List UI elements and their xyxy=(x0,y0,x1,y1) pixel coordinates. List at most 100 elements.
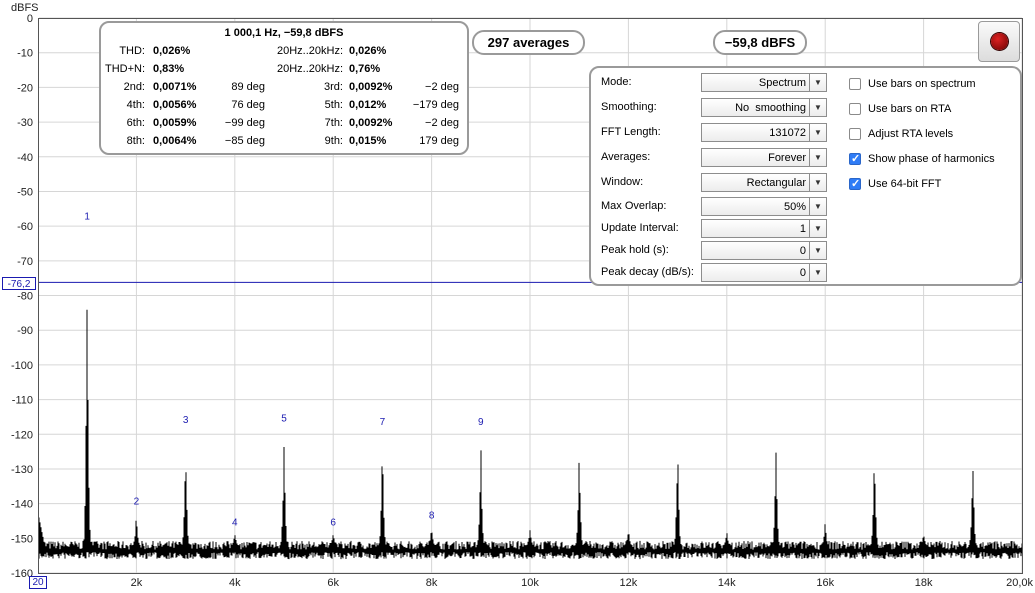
harmonic-label: 5 xyxy=(281,413,287,424)
y-tick-label: -20 xyxy=(17,82,33,94)
level-readout-badge: −59,8 dBFS xyxy=(713,30,807,55)
setting-label: Window: xyxy=(601,176,644,188)
max-overlap-select[interactable]: 50% ▼ xyxy=(701,197,827,216)
plot-grid xyxy=(39,17,1023,574)
setting-label: Peak hold (s): xyxy=(601,244,669,256)
harmonic-phase: −85 deg xyxy=(224,135,265,147)
setting-value: 0 xyxy=(799,267,806,279)
harmonic-label: 8 xyxy=(429,510,435,521)
setting-row-fft-length: FFT Length: 131072 ▼ xyxy=(591,122,831,144)
harmonic-name: 6th: xyxy=(126,117,145,129)
thd-label: THD: xyxy=(119,45,145,57)
harmonic-phase: −2 deg xyxy=(425,81,459,93)
harmonic-label: 6 xyxy=(330,517,336,528)
setting-value: 131072 xyxy=(769,127,806,139)
window-select[interactable]: Rectangular ▼ xyxy=(701,173,827,192)
y-tick-label: -10 xyxy=(17,48,33,60)
y-tick-label: 0 xyxy=(27,13,33,25)
chevron-down-icon: ▼ xyxy=(809,198,826,215)
update-interval-select[interactable]: 1 ▼ xyxy=(701,219,827,238)
x-tick-label: 18k xyxy=(915,577,933,589)
harmonic-value: 0,012% xyxy=(349,99,387,111)
setting-value: 1 xyxy=(799,223,806,235)
thd-band-value: 0,026% xyxy=(349,45,387,57)
fft-length-select[interactable]: 131072 ▼ xyxy=(701,123,827,142)
harmonic-name: 2nd: xyxy=(123,81,145,93)
harmonic-phase: −2 deg xyxy=(425,117,459,129)
harmonic-label: 7 xyxy=(380,417,386,428)
chevron-down-icon: ▼ xyxy=(809,220,826,237)
harmonic-label: 9 xyxy=(478,417,484,428)
setting-label: Mode: xyxy=(601,76,632,88)
x-axis-start-box[interactable]: 20 xyxy=(29,576,47,589)
x-tick-label: 16k xyxy=(816,577,834,589)
setting-row-window: Window: Rectangular ▼ xyxy=(591,172,831,194)
harmonic-phase: 179 deg xyxy=(419,135,459,147)
chevron-down-icon: ▼ xyxy=(809,264,826,281)
harmonic-name: 5th: xyxy=(324,99,343,111)
checkbox[interactable]: ✓ xyxy=(849,178,861,190)
checkbox[interactable]: ✓ xyxy=(849,153,861,165)
checkbox[interactable] xyxy=(849,78,861,90)
harmonic-label: 1 xyxy=(84,211,90,222)
cursor-level-readout[interactable]: -76,2 xyxy=(2,277,36,290)
x-tick-label: 2k xyxy=(131,577,143,589)
distortion-stats-panel: 1 000,1 Hz, −59,8 dBFS THD: 0,026% 20Hz.… xyxy=(99,21,469,155)
setting-label: Peak decay (dB/s): xyxy=(601,266,694,278)
y-tick-label: -100 xyxy=(11,360,33,372)
record-icon xyxy=(991,33,1008,50)
y-tick-label: -120 xyxy=(11,429,33,441)
option-label: Use bars on RTA xyxy=(868,103,952,115)
checkbox[interactable] xyxy=(849,103,861,115)
smoothing-select[interactable]: No smoothing ▼ xyxy=(701,98,827,117)
harmonic-value: 0,0064% xyxy=(153,135,197,147)
harmonic-name: 9th: xyxy=(324,135,343,147)
y-axis-unit: dBFS xyxy=(11,2,39,14)
harmonic-value: 0,015% xyxy=(349,135,387,147)
setting-label: FFT Length: xyxy=(601,126,661,138)
setting-row-mode: Mode: Spectrum ▼ xyxy=(591,72,831,94)
y-tick-label: -70 xyxy=(17,256,33,268)
y-tick-label: -130 xyxy=(11,464,33,476)
harmonic-value: 0,0092% xyxy=(349,81,393,93)
x-tick-label: 14k xyxy=(718,577,736,589)
option-label: Adjust RTA levels xyxy=(868,128,954,140)
harmonic-value: 0,0071% xyxy=(153,81,197,93)
setting-value: 50% xyxy=(783,201,806,213)
chevron-down-icon: ▼ xyxy=(809,174,826,191)
peak-hold-select[interactable]: 0 ▼ xyxy=(701,241,827,260)
harmonic-name: 8th: xyxy=(126,135,145,147)
x-tick-label: 10k xyxy=(521,577,539,589)
averages-count-badge: 297 averages xyxy=(472,30,585,55)
y-tick-label: -110 xyxy=(12,395,33,407)
check-icon: ✓ xyxy=(851,178,861,190)
x-tick-label: 4k xyxy=(229,577,241,589)
option-label: Use 64-bit FFT xyxy=(868,178,942,190)
harmonic-value: 0,0059% xyxy=(153,117,197,129)
option-label: Use bars on spectrum xyxy=(868,78,976,90)
checkbox[interactable] xyxy=(849,128,861,140)
averages-select[interactable]: Forever ▼ xyxy=(701,148,827,167)
y-tick-label: -30 xyxy=(17,117,33,129)
chevron-down-icon: ▼ xyxy=(809,124,826,141)
y-tick-label: -90 xyxy=(17,325,33,337)
peak-decay-select[interactable]: 0 ▼ xyxy=(701,263,827,282)
y-tick-label: -160 xyxy=(11,568,33,580)
record-button[interactable] xyxy=(978,21,1020,62)
thd-value: 0,026% xyxy=(153,45,191,57)
harmonic-phase: 89 deg xyxy=(231,81,265,93)
setting-value: No smoothing xyxy=(735,102,806,114)
harmonic-phase: 76 deg xyxy=(231,99,265,111)
y-tick-label: -150 xyxy=(11,533,33,545)
plot-frame xyxy=(38,18,1023,574)
harmonic-name: 3rd: xyxy=(324,81,343,93)
mode-select[interactable]: Spectrum ▼ xyxy=(701,73,827,92)
x-tick-label: 8k xyxy=(426,577,438,589)
y-tick-label: -60 xyxy=(17,221,33,233)
analyser-settings-panel: Mode: Spectrum ▼ Smoothing: No smoothing… xyxy=(589,66,1022,286)
harmonic-label: 2 xyxy=(134,497,140,508)
option-label: Show phase of harmonics xyxy=(868,153,995,165)
y-tick-label: -80 xyxy=(17,291,33,303)
harmonic-label: 4 xyxy=(232,517,238,528)
